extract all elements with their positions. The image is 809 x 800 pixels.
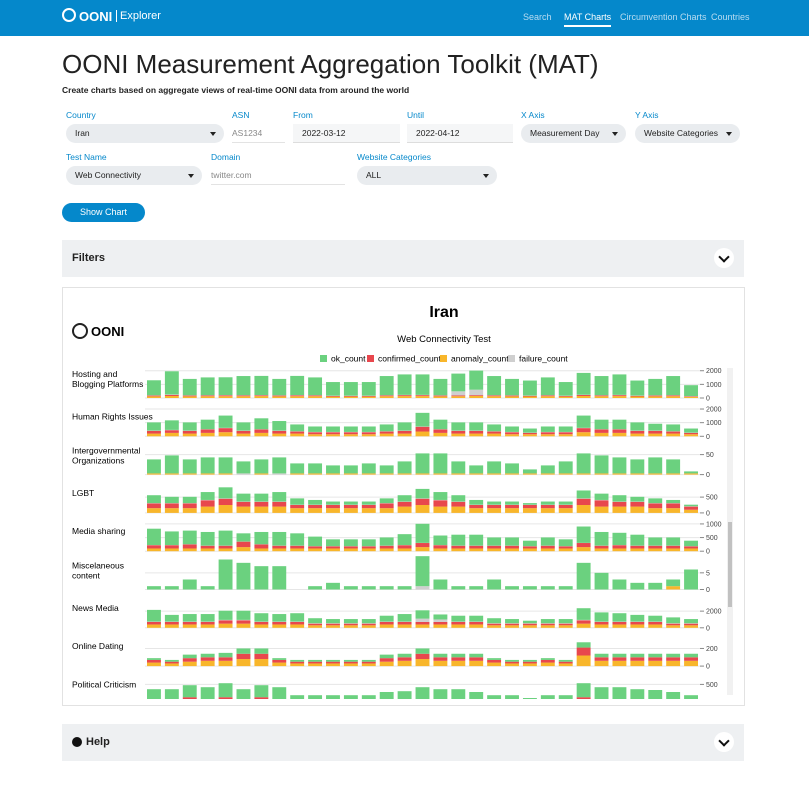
- select-control[interactable]: Measurement Day: [521, 124, 626, 143]
- logo-text: OONI: [79, 9, 113, 24]
- field-label: Test Name: [66, 152, 107, 162]
- field-label: ASN: [232, 110, 250, 120]
- chevron[interactable]: [714, 732, 734, 752]
- filters-title: Filters: [72, 252, 106, 264]
- show-chart-button[interactable]: Show Chart: [62, 203, 145, 222]
- date-control[interactable]: 2022-04-12: [407, 124, 513, 143]
- chart-card: [62, 287, 745, 706]
- field-label: Website Categories: [357, 152, 432, 162]
- field-label: Y Axis: [635, 110, 659, 120]
- product-name: Explorer: [116, 10, 161, 22]
- chevron[interactable]: [714, 248, 734, 268]
- field-label: Until: [407, 110, 425, 120]
- field-label: X Axis: [521, 110, 545, 120]
- field-label: From: [293, 110, 313, 120]
- nav-link[interactable]: Circumvention Charts: [620, 12, 707, 22]
- page-subtitle: Create charts based on aggregate views o…: [62, 85, 410, 95]
- select-control[interactable]: Iran: [66, 124, 224, 143]
- help-icon: [72, 737, 82, 747]
- nav-link[interactable]: Search: [523, 12, 552, 22]
- select-control[interactable]: ALL: [357, 166, 497, 185]
- help-title: Help: [86, 736, 110, 748]
- help-panel[interactable]: Help: [62, 724, 744, 761]
- logo: [62, 8, 76, 22]
- nav-link[interactable]: MAT Charts: [564, 12, 612, 27]
- field-label: Domain: [211, 152, 241, 162]
- filters-panel[interactable]: Filters: [62, 240, 744, 277]
- field-label: Country: [66, 110, 96, 120]
- date-control[interactable]: 2022-03-12: [293, 124, 400, 143]
- select-control[interactable]: Web Connectivity: [66, 166, 202, 185]
- header: OONI Explorer Search MAT Charts Circumventio…: [0, 0, 809, 36]
- input-control[interactable]: AS1234: [232, 124, 285, 143]
- page-title: OONI Measurement Aggregation Toolkit (MA…: [62, 49, 599, 79]
- nav-link[interactable]: Countries: [711, 12, 750, 22]
- select-control[interactable]: Website Categories: [635, 124, 740, 143]
- input-control[interactable]: twitter.com: [211, 166, 345, 185]
